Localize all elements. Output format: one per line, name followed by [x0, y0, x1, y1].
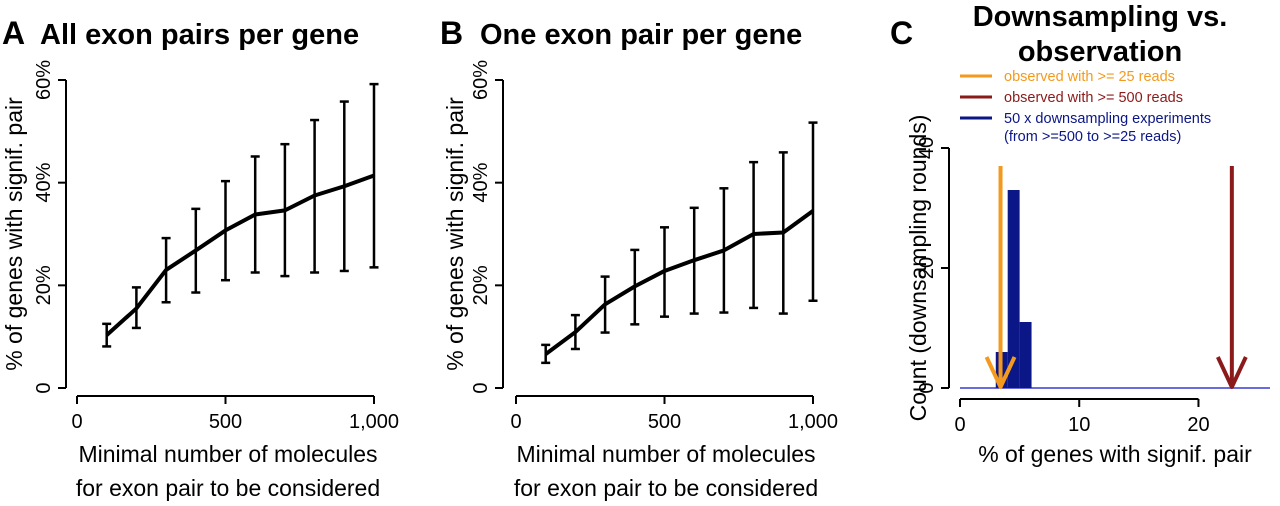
- panel-c-letter: C: [890, 15, 913, 51]
- legend-label-downsampling: 50 x downsampling experiments: [1004, 111, 1211, 127]
- panel-a-plot: 0 500 1,000 0 20% 40% 60%: [33, 60, 399, 433]
- panel-b-xlabel-line1: Minimal number of molecules: [516, 441, 815, 467]
- panel-b-plot: 0 500 1,000 0 20% 40% 60%: [470, 60, 838, 433]
- panel-a-y-tick-label: 0: [33, 382, 55, 393]
- observed-500-arrow-head: [1216, 356, 1248, 389]
- panel-a-series-line: [105, 173, 375, 337]
- panel-b-x-tick-label: 0: [510, 411, 521, 433]
- histogram-bar: [1019, 322, 1032, 388]
- panel-b-x-tick-label: 500: [648, 411, 681, 433]
- panel-c-title-line1: Downsampling vs.: [973, 1, 1228, 33]
- panel-c-y-tick-label: 0: [916, 382, 938, 393]
- panel-b-y-tick-label: 20%: [470, 265, 492, 305]
- panel-c-x-tick-label: 20: [1187, 414, 1209, 436]
- panel-b-title: One exon pair per gene: [480, 19, 802, 51]
- panel-b-y-tick-label: 0: [470, 382, 492, 393]
- panel-c-xlabel: % of genes with signif. pair: [978, 441, 1252, 467]
- panel-a-ylabel: % of genes with signif. pair: [1, 97, 27, 371]
- panel-a-title: All exon pairs per gene: [40, 19, 359, 51]
- panel-c-title-line2: observation: [1018, 36, 1182, 68]
- panel-a-x-tick-label: 500: [209, 411, 242, 433]
- panel-a-y-tick-label: 40%: [33, 162, 55, 202]
- panel-b-letter: B: [440, 15, 463, 51]
- panel-c-y-tick-label: 40: [916, 137, 938, 159]
- panel-c-legend: observed with >= 25 reads observed with …: [960, 69, 1211, 145]
- panel-c-plot: 0 10 20 0 20 40: [916, 137, 1270, 436]
- observed-25-arrow-head: [984, 356, 1017, 389]
- panel-b-y-tick-label: 40%: [470, 162, 492, 202]
- panel-b-series-line: [544, 209, 815, 356]
- histogram-bar: [1007, 190, 1020, 388]
- panel-b-ylabel: % of genes with signif. pair: [442, 97, 468, 371]
- panel-c-x-tick-label: 0: [954, 414, 965, 436]
- panel-c-y-tick-label: 20: [916, 257, 938, 279]
- panel-a-xlabel-line2: for exon pair to be considered: [76, 475, 380, 501]
- panel-a-x-tick-label: 1,000: [349, 411, 399, 433]
- panel-a-letter: A: [2, 15, 25, 51]
- legend-label-observed-500: observed with >= 500 reads: [1004, 90, 1183, 106]
- legend-label-observed-25: observed with >= 25 reads: [1004, 69, 1175, 85]
- panel-b-x-tick-label: 1,000: [788, 411, 838, 433]
- panel-a-x-tick-label: 0: [71, 411, 82, 433]
- panel-b-xlabel-line2: for exon pair to be considered: [514, 475, 818, 501]
- panel-a-y-tick-label: 20%: [33, 265, 55, 305]
- panel-c-ylabel: Count (downsampling rounds): [905, 115, 931, 422]
- legend-label-downsampling-detail: (from >=500 to >=25 reads): [1004, 129, 1181, 145]
- panel-b-y-tick-label: 60%: [470, 60, 492, 100]
- panel-a-xlabel-line1: Minimal number of molecules: [78, 441, 377, 467]
- panel-c-x-tick-label: 10: [1068, 414, 1090, 436]
- panel-a-y-tick-label: 60%: [33, 60, 55, 100]
